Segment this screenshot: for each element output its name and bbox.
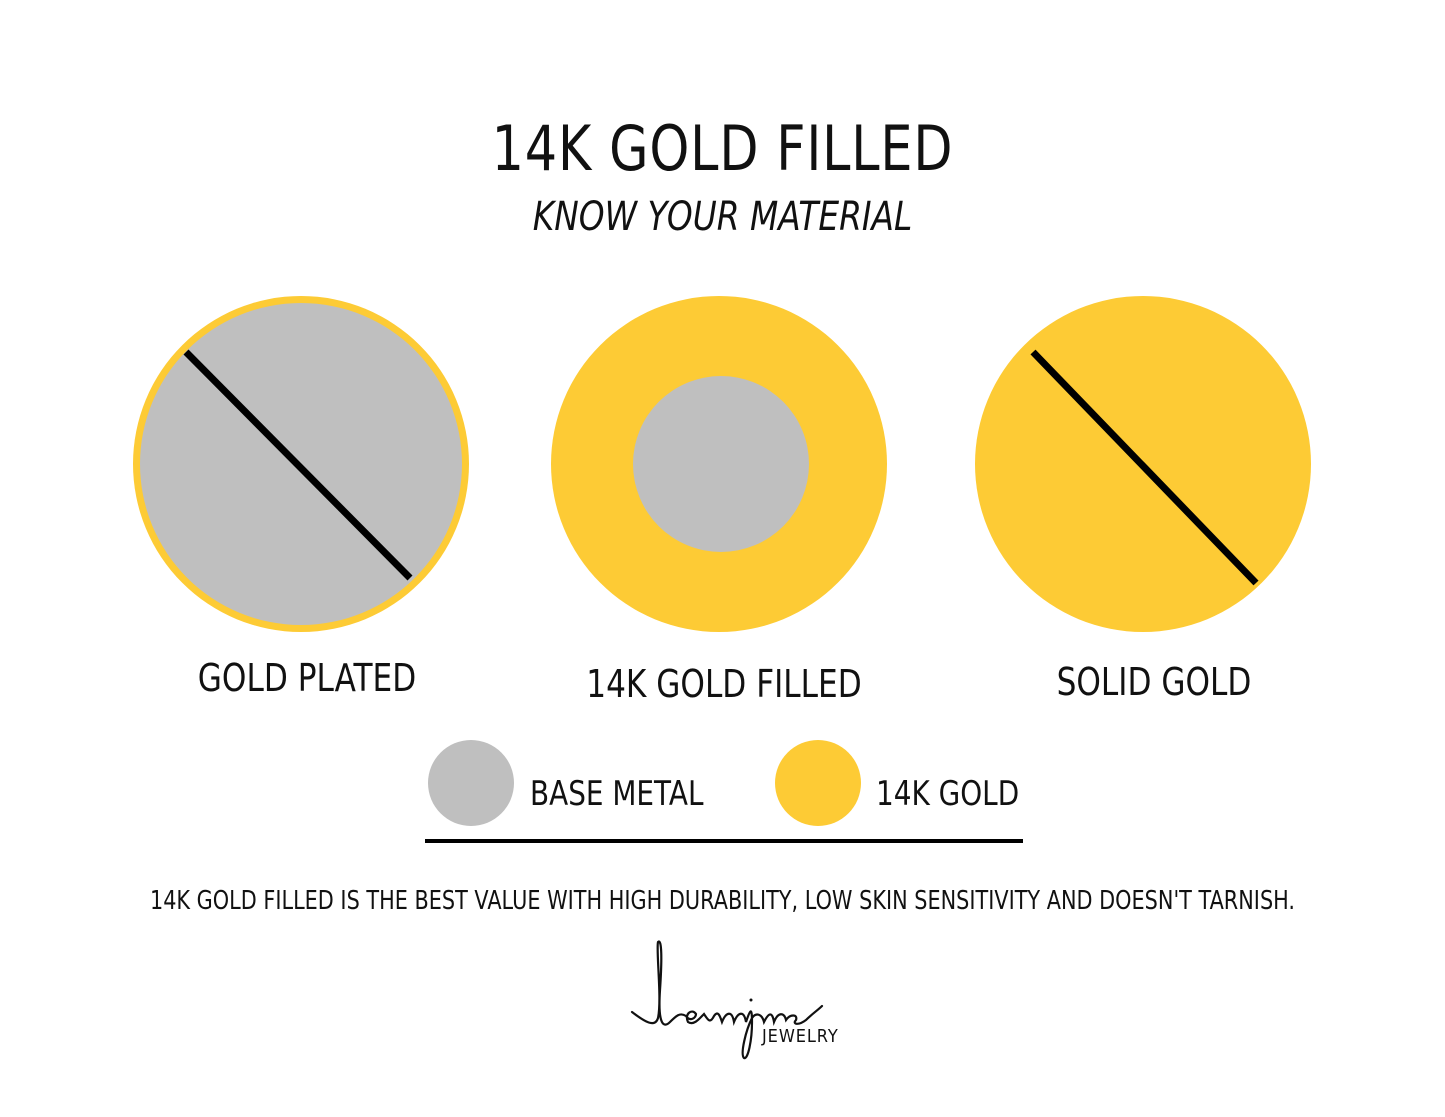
legend-label-gold: 14K GOLD: [876, 774, 1020, 814]
page-title: 14K GOLD FILLED: [491, 112, 954, 185]
gold-plated-diagram: [133, 296, 469, 632]
brand-subtitle: JEWELRY: [762, 1026, 839, 1047]
gold-filled-base-core: [633, 376, 809, 552]
legend-swatch-base-metal: [428, 740, 514, 826]
brand-signature: [630, 940, 824, 1060]
label-solid-gold: SOLID GOLD: [1056, 660, 1252, 704]
label-gold-filled: 14K GOLD FILLED: [586, 662, 862, 706]
page-subtitle: KNOW YOUR MATERIAL: [532, 194, 913, 240]
gold-filled-diagram: [551, 296, 887, 632]
footer-note: 14K GOLD FILLED IS THE BEST VALUE WITH H…: [149, 886, 1296, 916]
gold-plated-strike-line: [183, 349, 413, 581]
legend-swatch-gold: [775, 740, 861, 826]
solid-gold-strike-line: [1030, 349, 1259, 586]
legend-label-base-metal: BASE METAL: [530, 774, 704, 814]
brand-logo: [630, 940, 824, 1060]
solid-gold-diagram: [975, 296, 1311, 632]
label-gold-plated: GOLD PLATED: [197, 656, 417, 700]
